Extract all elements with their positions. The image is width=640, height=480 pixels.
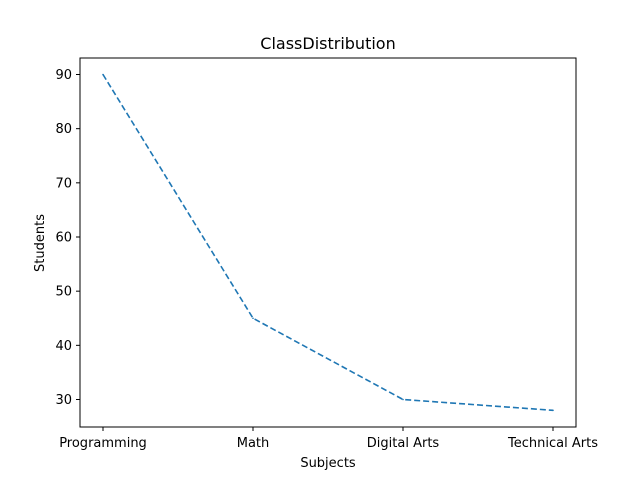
y-tick-label: 90 — [55, 68, 72, 83]
plot-frame — [79, 57, 577, 428]
y-axis-ticks: 30 40 50 60 70 80 90 — [55, 68, 80, 408]
data-point — [402, 398, 404, 401]
y-tick-label: 40 — [55, 339, 72, 354]
y-tick-label: 80 — [55, 122, 72, 137]
series-layer — [102, 73, 554, 412]
series-line — [102, 74, 554, 412]
data-point — [252, 317, 254, 320]
x-tick-label: Technical Arts — [507, 436, 598, 451]
data-point — [102, 73, 104, 76]
y-tick-label: 30 — [55, 393, 72, 408]
y-tick-label: 50 — [55, 285, 72, 300]
y-tick-label: 60 — [55, 231, 72, 246]
x-tick-label: Digital Arts — [367, 436, 440, 451]
x-axis-ticks: Programming Math Digital Arts Technical Art… — [59, 427, 598, 451]
chart-title: ClassDistribution — [260, 34, 395, 53]
y-tick-label: 70 — [55, 176, 72, 191]
x-axis-label: Subjects — [300, 456, 356, 471]
data-point — [552, 409, 554, 412]
x-tick-label: Programming — [59, 436, 147, 451]
y-axis-label: Students — [33, 214, 48, 272]
x-tick-label: Math — [237, 436, 270, 451]
plot-area — [80, 58, 576, 427]
